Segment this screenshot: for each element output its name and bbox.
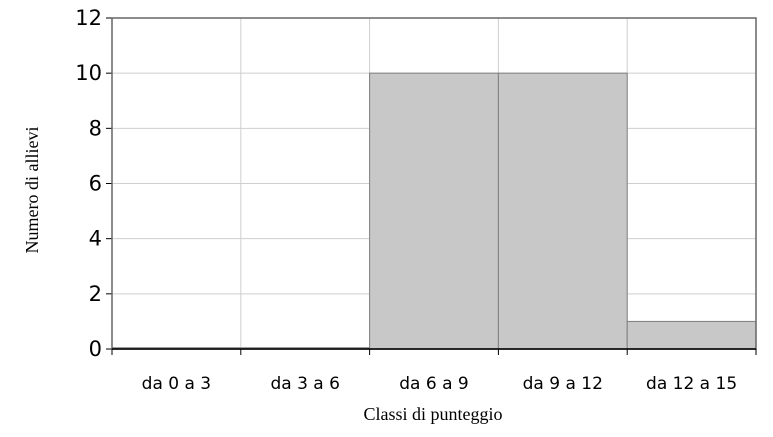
y-axis-title: Numero di allievi <box>22 127 42 254</box>
y-tick-label: 10 <box>75 61 102 85</box>
x-tick-label: da 0 a 3 <box>142 374 211 394</box>
y-tick-labels: 0 2 4 6 8 10 12 <box>75 6 102 361</box>
bar-da-9-a-12 <box>497 72 628 350</box>
y-tick-label: 8 <box>89 116 102 140</box>
axes <box>106 17 757 355</box>
y-tick-label: 6 <box>89 172 102 196</box>
x-tick-label: da 12 a 15 <box>646 374 737 394</box>
y-tick-label: 12 <box>75 6 102 30</box>
x-tick-label: da 9 a 12 <box>523 374 603 394</box>
y-tick-label: 0 <box>89 337 102 361</box>
x-tick-label: da 6 a 9 <box>399 374 468 394</box>
y-tick-label: 4 <box>89 227 102 251</box>
bar-da-6-a-9 <box>369 72 499 350</box>
x-axis-title: Classi di punteggio <box>364 404 503 424</box>
bar-da-12-a-15 <box>626 320 757 350</box>
x-tick-labels: da 0 a 3 da 3 a 6 da 6 a 9 da 9 a 12 da 12 a… <box>142 374 737 394</box>
x-tick-label: da 3 a 6 <box>270 374 339 394</box>
bars <box>112 72 757 350</box>
y-tick-label: 2 <box>89 282 102 306</box>
